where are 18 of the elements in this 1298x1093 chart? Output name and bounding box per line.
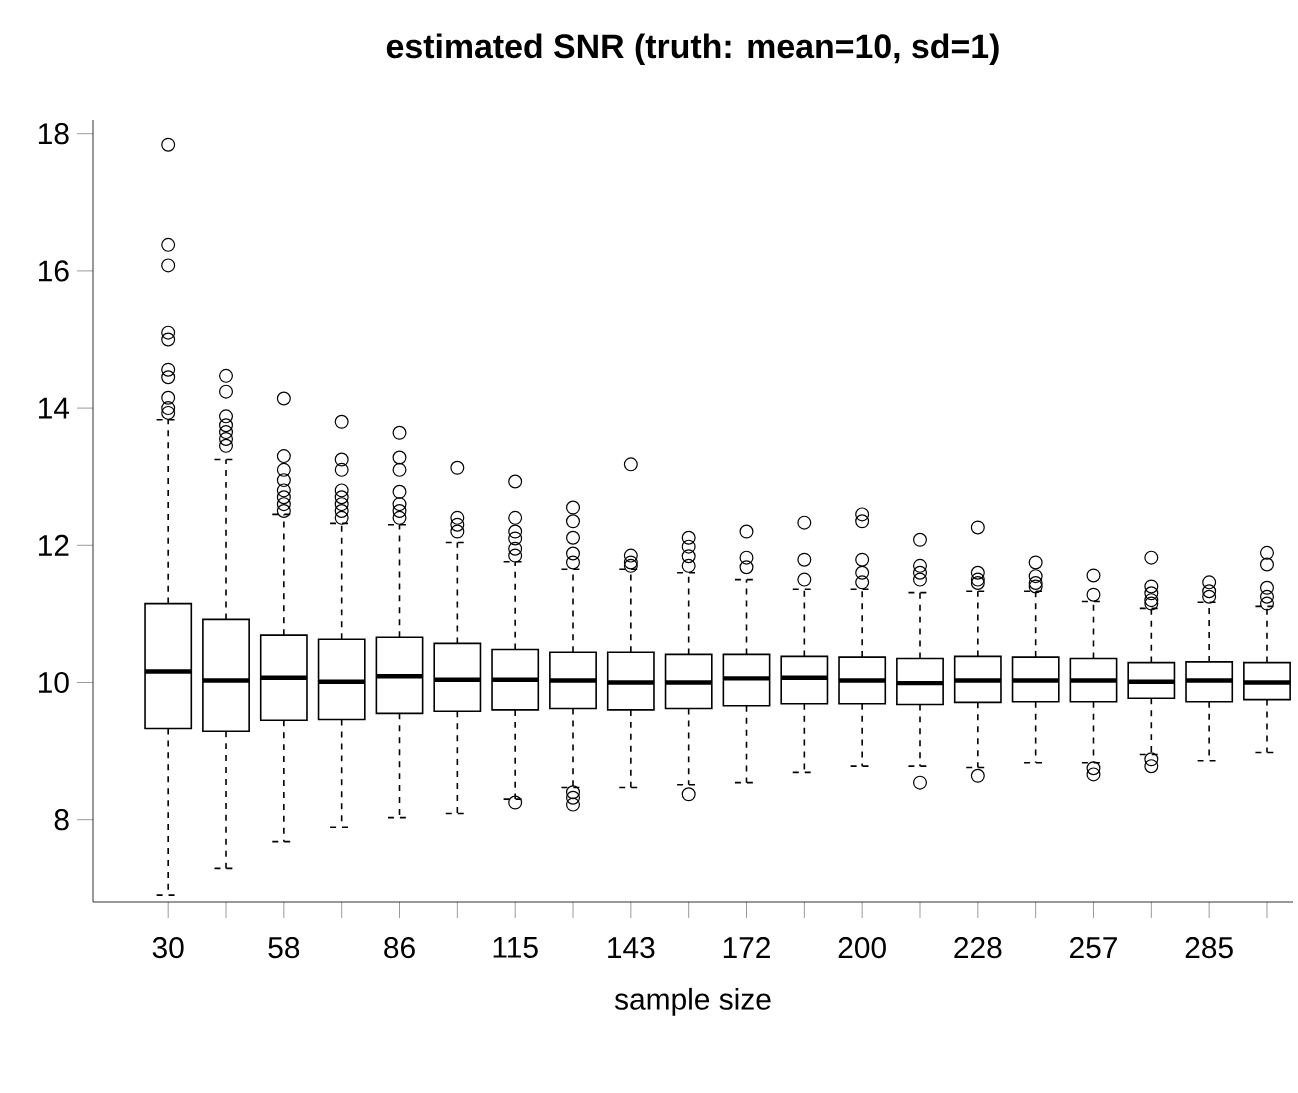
x-tick-label: 143 [608, 937, 655, 959]
y-tick-label: 18 [39, 123, 69, 145]
x-tick-label: 257 [1070, 937, 1117, 959]
x-tick-label: 228 [954, 937, 1002, 959]
y-tick-label: 8 [54, 809, 69, 831]
y-tick-label: 14 [39, 397, 70, 419]
x-tick-label: 86 [384, 937, 415, 959]
x-axis-title: sample size [614, 987, 771, 1016]
y-tick-label: 16 [39, 260, 69, 282]
x-tick-label: 172 [723, 937, 770, 958]
x-tick-label: 200 [838, 937, 886, 959]
x-tick-label: 115 [493, 937, 538, 958]
chart-title: estimated SNR (truth: mean=10, sd=1) [386, 33, 999, 65]
y-tick-label: 12 [39, 534, 69, 556]
x-tick-label: 30 [152, 937, 184, 959]
x-tick-label: 58 [268, 937, 300, 959]
y-tick-label: 10 [39, 671, 69, 694]
x-tick-label: 285 [1185, 937, 1233, 959]
